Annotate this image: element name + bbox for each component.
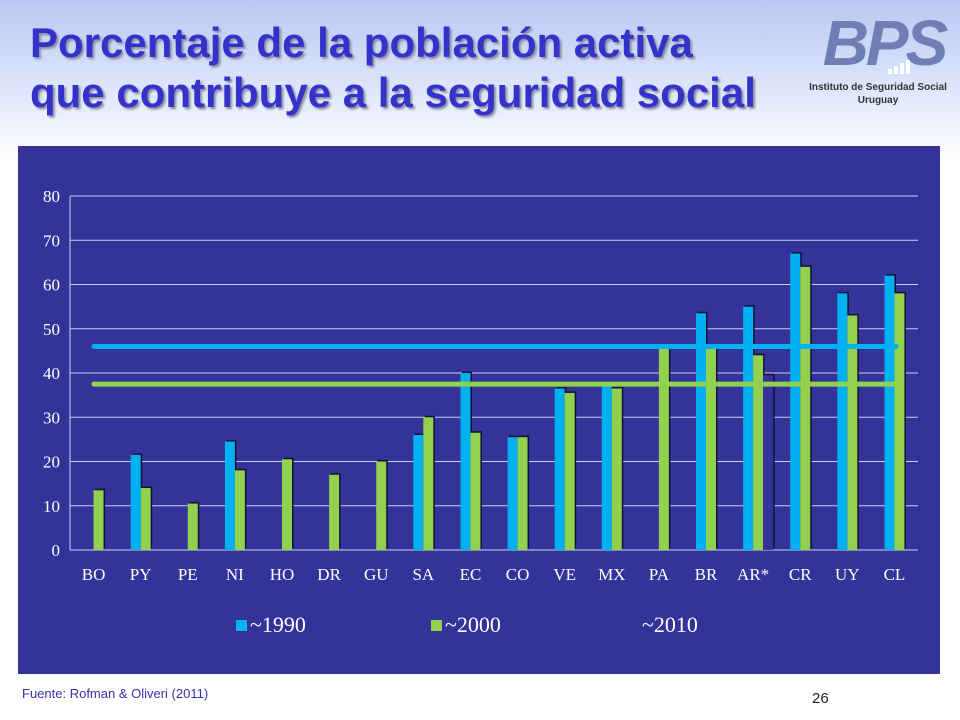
- bar-~1990-PY: [130, 454, 141, 550]
- y-tick-label: 10: [43, 497, 60, 516]
- source-note: Fuente: Rofman & Oliveri (2011): [22, 686, 209, 701]
- legend-label: ~2000: [445, 612, 501, 637]
- bar-~1990-CL: [884, 275, 895, 550]
- x-tick-label: NI: [226, 565, 244, 584]
- x-axis-ticks: BO PY PE NI HO DR GU SA EC CO VE MX PA BR AR* CR UY CL: [82, 565, 906, 584]
- x-tick-label: MX: [598, 565, 625, 584]
- legend-swatch: [431, 620, 442, 631]
- legend: ~1990 ~2000 ~2010: [236, 612, 698, 637]
- bar-~1990-BR: [696, 313, 706, 550]
- reference-lines: [91, 343, 899, 387]
- bar-~2000-VE: [564, 392, 575, 550]
- y-tick-label: 0: [52, 541, 61, 560]
- x-tick-label: AR*: [737, 565, 769, 584]
- x-tick-label: GU: [364, 565, 389, 584]
- bar-chart: 0 10 20 30 40 50 60 70 80 BO PY PE NI HO DR GU SA EC CO VE…: [43, 187, 918, 637]
- bps-logo: BPS Instituto de Seguridad Social Urugua…: [800, 8, 956, 108]
- title-line-1: Porcentaje de la población activa: [30, 19, 693, 66]
- bar-~1990-SA: [413, 434, 424, 550]
- bar-~1990-AR*: [743, 306, 754, 550]
- x-tick-label: VE: [553, 565, 576, 584]
- bar-~1990-UY: [837, 293, 848, 550]
- bar-~2000-GU: [376, 461, 387, 550]
- bar-~1990-EC: [460, 373, 471, 550]
- bar-~2010-AR*: [763, 375, 774, 550]
- gridlines: [69, 195, 918, 551]
- bar-~2000-CR: [800, 266, 811, 550]
- bar-~2000-PE: [187, 503, 198, 550]
- logo-country: Uruguay: [857, 95, 899, 106]
- x-tick-label: PA: [649, 565, 670, 584]
- y-axis-ticks: 0 10 20 30 40 50 60 70 80: [43, 187, 60, 560]
- bar-~2000-CL: [894, 293, 905, 550]
- x-tick-label: EC: [460, 565, 482, 584]
- y-tick-label: 40: [43, 364, 60, 383]
- page-number: 26: [812, 690, 829, 707]
- bar-~2000-AR*: [753, 355, 764, 550]
- bar-~2000-NI: [234, 470, 245, 550]
- bar-~2000-HO: [282, 459, 292, 550]
- bar-~2000-PY: [140, 488, 151, 550]
- slide-title: Porcentaje de la población activa que co…: [30, 18, 810, 118]
- bar-~2000-CO: [517, 437, 528, 550]
- bar-~2000-SA: [423, 417, 434, 550]
- x-tick-label: BR: [695, 565, 718, 584]
- y-tick-label: 70: [43, 231, 60, 250]
- bars: [93, 252, 906, 550]
- legend-label: ~1990: [250, 612, 306, 637]
- y-tick-label: 60: [43, 276, 60, 295]
- title-line-2: que contribuye a la seguridad social: [30, 69, 756, 116]
- logo-subtitle: Instituto de Seguridad Social: [809, 82, 947, 93]
- bar-~2000-EC: [470, 432, 481, 550]
- bar-~2000-BO: [93, 490, 104, 550]
- legend-swatch: [628, 620, 639, 631]
- bar-~2000-UY: [847, 315, 858, 550]
- legend-swatch: [236, 620, 247, 631]
- logo-mark: BPS: [822, 7, 949, 79]
- bar-~1990-NI: [224, 441, 235, 550]
- x-tick-label: CL: [884, 565, 906, 584]
- bar-~1990-CO: [507, 437, 518, 550]
- bar-~2000-PA: [658, 348, 669, 550]
- x-tick-label: SA: [412, 565, 434, 584]
- y-tick-label: 20: [43, 453, 60, 472]
- y-tick-label: 80: [43, 187, 60, 206]
- bar-~1990-MX: [601, 384, 612, 550]
- x-tick-label: HO: [270, 565, 295, 584]
- legend-label: ~2010: [642, 612, 698, 637]
- bar-~1990-CR: [790, 253, 801, 550]
- y-tick-label: 50: [43, 320, 60, 339]
- bar-~2000-BR: [706, 348, 716, 550]
- x-tick-label: PY: [130, 565, 152, 584]
- bar-~1990-VE: [554, 388, 565, 550]
- chart-panel: 0 10 20 30 40 50 60 70 80 BO PY PE NI HO DR GU SA EC CO VE…: [18, 146, 940, 674]
- bar-~2000-DR: [329, 474, 340, 550]
- x-tick-label: CO: [506, 565, 530, 584]
- y-tick-label: 30: [43, 408, 60, 427]
- bar-~2000-MX: [611, 388, 622, 550]
- x-tick-label: UY: [835, 565, 860, 584]
- x-tick-label: BO: [82, 565, 106, 584]
- x-tick-label: CR: [789, 565, 812, 584]
- logo-bars-icon: [888, 58, 914, 74]
- x-tick-label: PE: [178, 565, 198, 584]
- x-tick-label: DR: [317, 565, 341, 584]
